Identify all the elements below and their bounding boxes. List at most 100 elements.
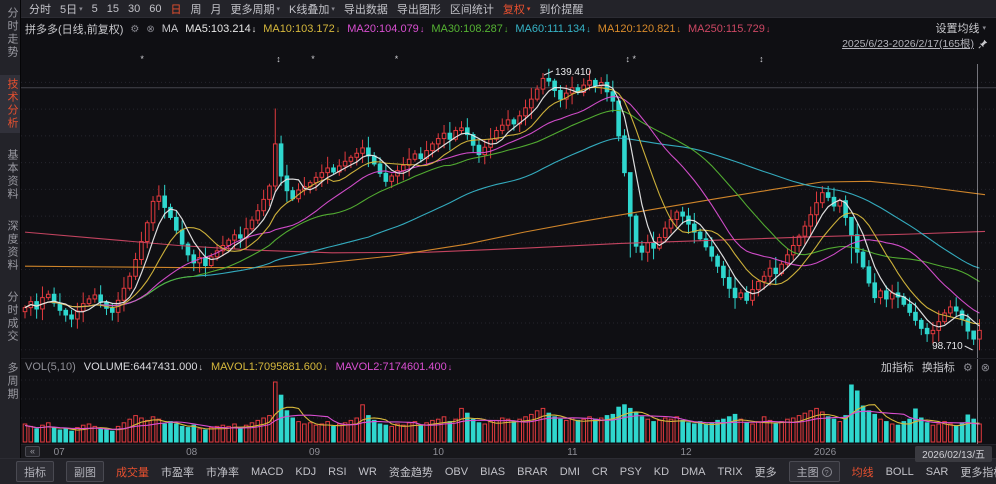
sidebar-item-0[interactable]: 分时走势 (0, 4, 20, 62)
indicator-item-label: 更多 (754, 466, 777, 479)
indicator-item-10[interactable]: OBV (445, 466, 468, 478)
close-icon[interactable]: ⊗ (146, 23, 155, 35)
indicator-item-0[interactable]: 指标 (16, 461, 54, 482)
period-item-label: 导出图形 (396, 3, 441, 16)
period-item-14[interactable]: 复权 ▾ (503, 1, 531, 17)
date-range-label: 2025/6/23-2026/2/17(165根) (842, 38, 974, 50)
indicator-item-16[interactable]: KD (654, 466, 669, 478)
indicator-item-label: 副图 (74, 466, 96, 479)
swap-indicator-button[interactable]: 换指标 (921, 362, 955, 374)
indicator-item-label: 市盈率 (161, 466, 194, 479)
period-item-6[interactable]: 日 (171, 1, 182, 17)
indicator-item-21[interactable]: 均线 (852, 464, 874, 480)
vol-value-0: VOLUME:6447431.000 ↓ (83, 360, 203, 373)
indicator-item-label: SAR (925, 465, 949, 478)
indicator-item-3[interactable]: 市盈率 (161, 464, 194, 480)
vol-value-1: MAVOL1:7095881.600 ↓ (211, 360, 328, 373)
indicator-item-20[interactable]: 主图? (788, 461, 840, 482)
gear-icon[interactable]: ⚙ (962, 361, 973, 374)
indicator-item-label: OBV (444, 465, 469, 478)
period-item-label: 分时 (29, 3, 51, 16)
month-tick-10: 10 (432, 447, 444, 458)
indicator-item-label: 市净率 (206, 466, 239, 479)
svg-text:*: * (140, 54, 144, 64)
indicator-item-19[interactable]: 更多 (755, 464, 777, 480)
svg-text:↕: ↕ (276, 54, 281, 64)
sidebar-item-5[interactable]: 多周期 (0, 359, 20, 404)
period-item-10[interactable]: K线叠加 ▾ (289, 1, 335, 17)
indicator-item-label: BIAS (480, 465, 506, 478)
cursor-date-label: 2026/02/13/五 (915, 445, 992, 462)
period-item-5[interactable]: 60 (149, 3, 161, 15)
indicator-toolbar: 指标 副图 成交量 市盈率 市净率 MACD KDJ RSI WR 资金趋势 OBV BIAS BRAR… (0, 458, 996, 484)
indicator-item-label: DMI (559, 465, 580, 478)
ma-value-1: MA10:103.172 ↓ (263, 23, 341, 35)
ma-settings-label: 设置均线 (935, 23, 980, 35)
ma-value-6: MA250:115.729 ↓ (687, 23, 771, 35)
indicator-item-label: BOLL (885, 465, 914, 478)
close-icon[interactable]: ⊗ (980, 361, 990, 374)
indicator-item-12[interactable]: BRAR (517, 466, 548, 478)
indicator-item-5[interactable]: MACD (251, 466, 283, 478)
period-item-label: K线叠加 (289, 3, 330, 16)
gear-icon[interactable]: ⚙ (130, 23, 140, 35)
volume-header: VOL(5,10) VOLUME:6447431.000 ↓ MAVOL1:7095… (21, 358, 996, 374)
period-item-7[interactable]: 周 (191, 1, 202, 17)
collapse-button[interactable]: « (25, 446, 40, 457)
crosshair-line (977, 64, 979, 458)
sidebar-item-4[interactable]: 分时成交 (0, 288, 20, 346)
chevron-down-icon: ▾ (526, 5, 531, 13)
indicator-item-label: RSI (328, 465, 347, 478)
ma-settings-button[interactable]: 设置均线 ▾ (935, 20, 986, 36)
indicator-item-8[interactable]: WR (359, 466, 377, 478)
indicator-item-18[interactable]: TRIX (718, 466, 743, 478)
period-item-9[interactable]: 更多周期 ▾ (231, 1, 281, 17)
period-item-0[interactable]: 分时 (29, 1, 51, 17)
indicator-item-23[interactable]: SAR (926, 466, 949, 478)
indicator-item-9[interactable]: 资金趋势 (389, 464, 433, 480)
period-item-13[interactable]: 区间统计 (450, 1, 494, 17)
date-range[interactable]: 2025/6/23-2026/2/17(165根) (842, 36, 988, 51)
chevron-down-icon: ▾ (982, 25, 986, 32)
period-item-15[interactable]: 到价提醒 (539, 1, 583, 17)
period-item-2[interactable]: 5 (92, 3, 98, 15)
period-item-12[interactable]: 导出图形 (397, 1, 441, 17)
indicator-item-2[interactable]: 成交量 (116, 464, 149, 480)
add-indicator-button[interactable]: 加指标 (880, 362, 914, 374)
sidebar-item-3[interactable]: 深度资料 (0, 217, 20, 275)
volume-chart[interactable] (21, 374, 996, 444)
month-tick-12: 12 (680, 447, 692, 458)
chevron-down-icon: ▾ (276, 5, 281, 13)
indicator-item-6[interactable]: KDJ (295, 466, 316, 478)
period-item-1[interactable]: 5日 ▾ (60, 1, 83, 17)
indicator-item-24[interactable]: 更多指标 (960, 464, 996, 480)
chevron-down-icon: ▾ (331, 5, 335, 13)
svg-text:*: * (395, 54, 399, 64)
ma-value-0: MA5:103.214 ↓ (185, 23, 257, 35)
indicator-item-17[interactable]: DMA (681, 466, 705, 478)
indicator-item-label: MACD (251, 465, 284, 478)
period-item-8[interactable]: 月 (211, 1, 222, 17)
sidebar-item-2[interactable]: 基本资料 (0, 146, 20, 204)
period-item-4[interactable]: 30 (128, 3, 140, 15)
indicator-item-15[interactable]: PSY (620, 466, 642, 478)
month-tick-11: 11 (567, 447, 578, 458)
volume-tools: 加指标 换指标 ⚙ ⊗ (881, 359, 990, 375)
indicator-item-14[interactable]: CR (592, 466, 608, 478)
month-tick-2026: 2026 (813, 447, 837, 458)
period-item-11[interactable]: 导出数据 (344, 1, 388, 17)
ma-header: 拼多多(日线,前复权) ⚙ ⊗ MA MA5:103.214 ↓ MA10:103.… (25, 21, 770, 37)
period-item-3[interactable]: 15 (107, 3, 119, 15)
price-chart[interactable]: * ↕ * * ↕ * ↕ 139.410 98.710 (21, 18, 996, 358)
indicator-item-4[interactable]: 市净率 (206, 464, 239, 480)
sidebar-item-label: 分时成交 (6, 291, 18, 343)
sidebar-item-1[interactable]: 技术分析 (0, 75, 20, 133)
indicator-item-22[interactable]: BOLL (886, 466, 914, 478)
svg-text:↕ *: ↕ * (626, 54, 637, 64)
indicator-item-13[interactable]: DMI (560, 466, 580, 478)
ma-prefix-label: MA (161, 23, 179, 35)
indicator-item-7[interactable]: RSI (328, 466, 346, 478)
indicator-item-1[interactable]: 副图 (66, 461, 104, 482)
indicator-item-11[interactable]: BIAS (480, 466, 505, 478)
